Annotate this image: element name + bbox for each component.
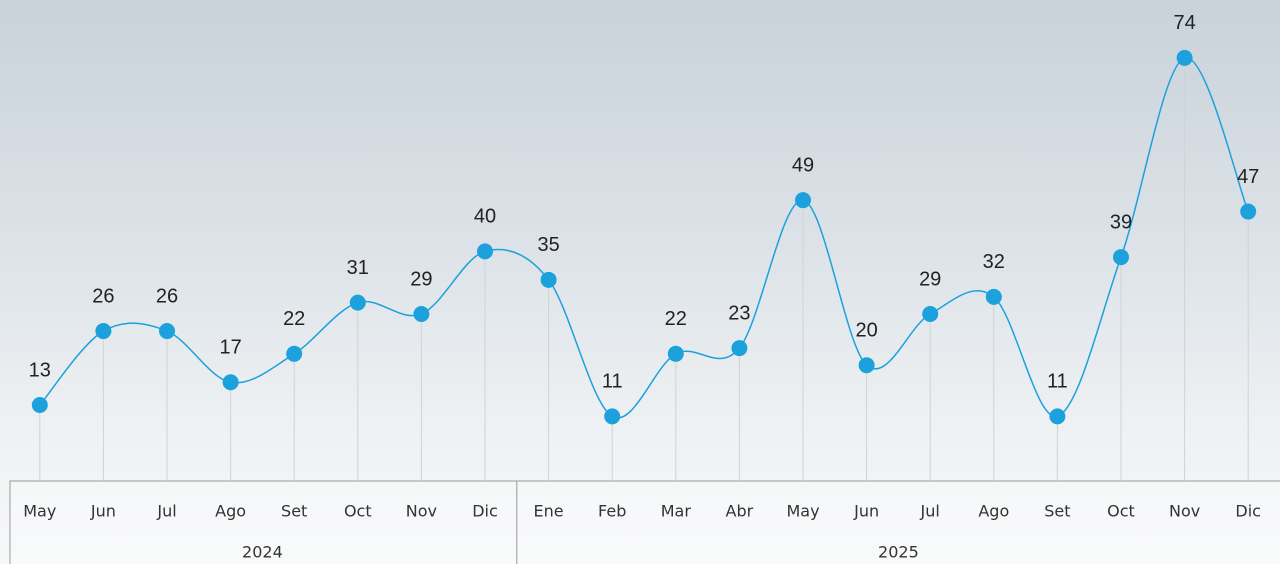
x-tick-label: Dic [1235,502,1261,521]
group-label: 2024 [242,543,283,562]
x-tick-label: Jun [90,502,116,521]
group-label: 2025 [878,543,919,562]
data-label: 22 [283,308,305,330]
data-label: 20 [855,319,877,341]
point [795,192,811,208]
page: {"chart_data": {"type": "line", "x_group… [0,0,1280,564]
point [986,289,1002,305]
x-tick-label: Nov [406,502,437,521]
point [286,346,302,362]
point [477,243,493,259]
point [1049,408,1065,424]
data-label: 49 [792,154,814,176]
x-tick-label: May [786,502,819,521]
axis-box [10,481,1280,564]
x-tick-label: Set [1044,502,1070,521]
data-label: 17 [219,337,241,359]
data-label: 32 [983,251,1005,273]
x-tick-label: Jun [853,502,879,521]
x-tick-label: Abr [726,502,754,521]
x-tick-label: Jul [156,502,176,521]
point [350,295,366,311]
point [859,357,875,373]
point [1113,249,1129,265]
point [922,306,938,322]
point [159,323,175,339]
data-label: 39 [1110,211,1132,233]
data-label: 74 [1173,12,1195,34]
data-label: 26 [156,285,178,307]
x-tick-label: Ago [978,502,1009,521]
point [413,306,429,322]
data-label: 29 [919,268,941,290]
data-label: 22 [665,308,687,330]
x-tick-label: Feb [598,502,626,521]
point [541,272,557,288]
point [95,323,111,339]
point [604,408,620,424]
data-label: 23 [728,302,750,324]
point [223,374,239,390]
data-label: 47 [1237,166,1259,188]
point [32,397,48,413]
data-label: 31 [347,257,369,279]
point [1240,204,1256,220]
data-label: 29 [410,268,432,290]
x-tick-label: Mar [661,502,692,521]
point [731,340,747,356]
x-tick-label: Ago [215,502,246,521]
x-tick-label: Set [281,502,307,521]
x-tick-label: Oct [1107,502,1135,521]
point [1177,50,1193,66]
x-tick-label: May [23,502,56,521]
data-label: 40 [474,206,496,228]
x-tick-label: Jul [920,502,940,521]
chart: 2024 2025 May Jun Jul Ago Set Oct Nov Dic Ene Feb Ma… [0,0,1280,564]
x-tick-label: Dic [472,502,498,521]
data-label: 11 [1047,371,1068,393]
x-tick-label: Nov [1169,502,1200,521]
data-label: 35 [537,234,559,256]
data-label: 11 [602,371,623,393]
line [40,58,1248,418]
data-label: 13 [29,359,51,381]
data-label: 26 [92,285,114,307]
point [668,346,684,362]
x-tick-label: Oct [344,502,372,521]
x-tick-label: Ene [534,502,564,521]
